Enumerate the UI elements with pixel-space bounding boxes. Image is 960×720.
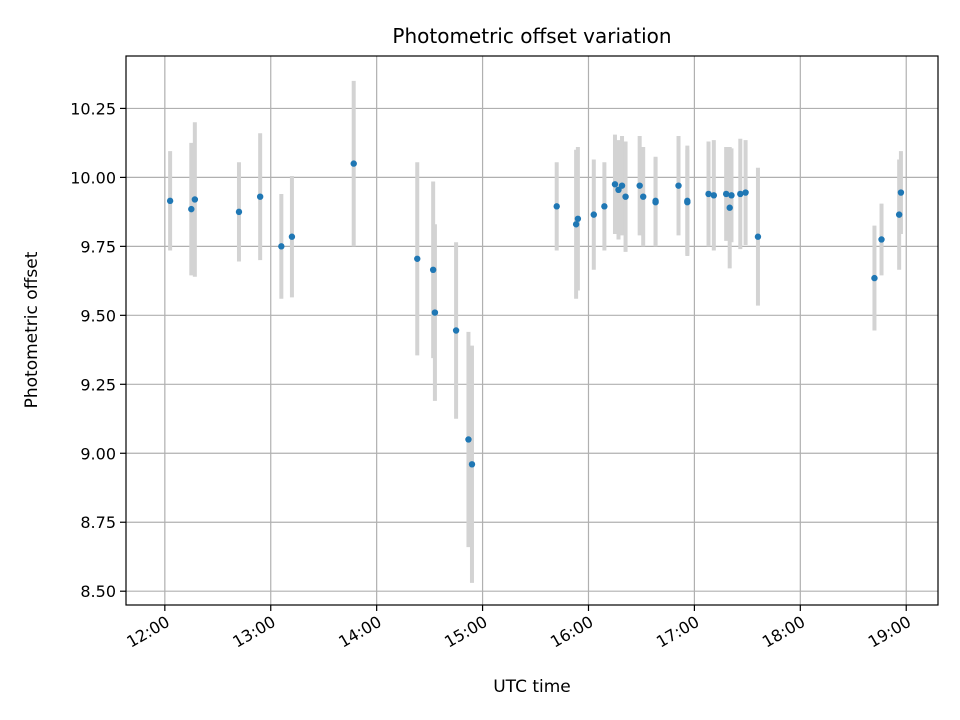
data-point [640, 193, 647, 200]
y-tick-label: 9.50 [80, 306, 116, 325]
data-point [871, 274, 878, 282]
data-point [572, 221, 580, 228]
data-point [726, 204, 733, 211]
y-tick-label: 10.25 [70, 99, 116, 118]
y-tick-label: 9.00 [80, 444, 116, 463]
data-point [618, 182, 626, 189]
data-point [166, 197, 174, 205]
data-point [705, 190, 712, 198]
chart-title: Photometric offset variation [392, 24, 671, 48]
data-point [468, 461, 476, 468]
data-point [754, 233, 762, 240]
data-point [897, 189, 905, 196]
data-point [429, 266, 437, 274]
data-point [350, 160, 357, 167]
y-axis-label: Photometric offset [22, 251, 42, 408]
data-point [728, 192, 735, 199]
y-tick-label: 9.25 [80, 375, 116, 394]
data-point [256, 193, 264, 200]
data-point [710, 192, 718, 199]
data-point [684, 197, 691, 205]
data-point [235, 208, 243, 216]
data-point [878, 236, 885, 243]
data-point [414, 255, 421, 262]
y-tick-label: 10.00 [70, 168, 116, 187]
data-point [590, 211, 597, 218]
data-point [652, 197, 659, 205]
data-point [188, 205, 195, 213]
data-point [636, 182, 643, 189]
data-point [722, 190, 730, 198]
data-point [737, 190, 744, 198]
data-point [191, 196, 199, 203]
data-point [742, 189, 749, 196]
data-point [465, 436, 472, 443]
data-point [574, 215, 582, 222]
y-tick-label: 8.75 [80, 513, 116, 532]
data-point [553, 203, 560, 210]
data-point [452, 327, 460, 334]
data-point [675, 182, 682, 189]
data-point [431, 309, 439, 316]
data-point [601, 203, 608, 210]
data-points [166, 160, 905, 468]
grid [126, 56, 938, 605]
data-point [611, 181, 619, 188]
y-tick-label: 8.50 [80, 582, 116, 601]
plot-frame [125, 55, 939, 606]
x-axis-label: UTC time [493, 677, 571, 697]
data-point [622, 193, 629, 200]
data-point [278, 243, 285, 250]
y-tick-label: 9.75 [80, 237, 116, 256]
data-point [288, 233, 296, 240]
data-point [895, 211, 903, 218]
